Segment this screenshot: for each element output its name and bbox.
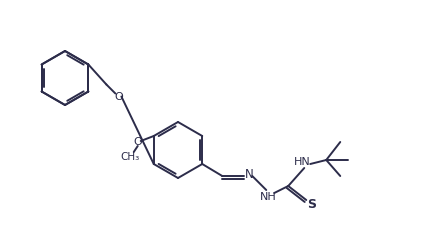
Text: O: O: [114, 92, 123, 102]
Text: HN: HN: [294, 157, 311, 167]
Text: O: O: [133, 137, 142, 147]
Text: S: S: [307, 198, 316, 211]
Text: N: N: [245, 169, 254, 182]
Text: NH: NH: [260, 192, 277, 202]
Text: CH₃: CH₃: [120, 152, 139, 162]
